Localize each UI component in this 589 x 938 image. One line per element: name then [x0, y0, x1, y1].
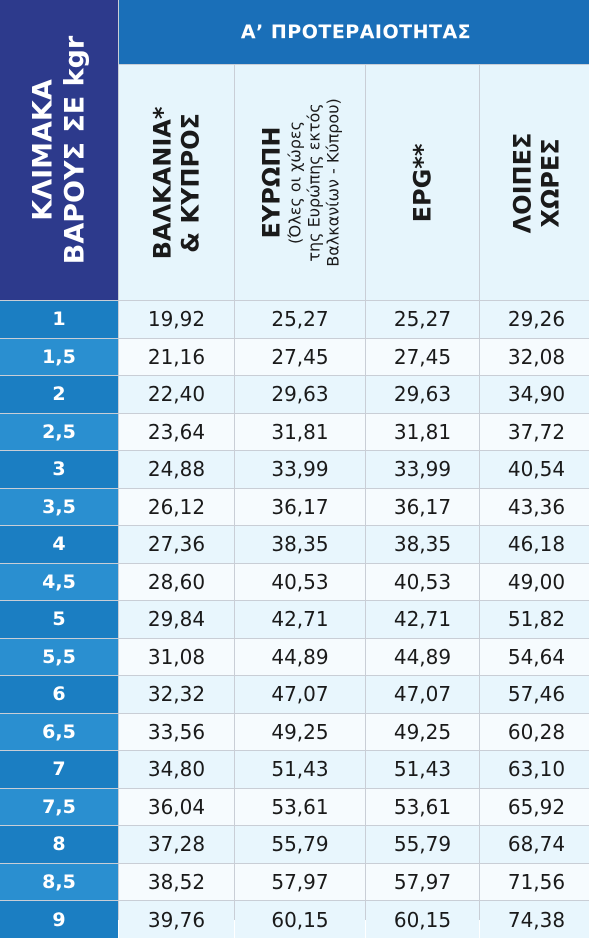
rate-cell-other: 60,28 — [480, 713, 589, 751]
rate-cell-balkans: 38,52 — [119, 863, 234, 901]
rate-cell-balkans: 37,28 — [119, 826, 234, 863]
rate-cell-epg: 44,89 — [366, 638, 479, 676]
weight-cell: 2,5 — [0, 413, 118, 451]
column-header-europe-line2: (Όλες οι χώρες — [285, 121, 305, 244]
rate-cell-epg: 55,79 — [366, 826, 479, 863]
rate-cell-other: 54,64 — [480, 638, 589, 676]
rate-cell-other: 65,92 — [480, 788, 589, 826]
rate-cell-epg: 42,71 — [366, 601, 479, 638]
rate-cell-europe: 29,63 — [235, 376, 365, 413]
rate-cell-other: 43,36 — [480, 488, 589, 526]
rate-cell-europe: 57,97 — [235, 863, 365, 901]
column-header-balkans: ΒΑΛΚΑΝΙΑ* & ΚΥΠΡΟΣ — [119, 65, 234, 300]
rate-cell-epg: 27,45 — [366, 338, 479, 376]
rate-cell-balkans: 33,56 — [119, 713, 234, 751]
rate-cell-epg: 47,07 — [366, 676, 479, 713]
column-header-europe-line3: της Ευρώπης εκτός — [304, 103, 324, 262]
rate-cell-other: 29,26 — [480, 301, 589, 338]
weight-scale-line2: ΒΑΡΟΥΣ ΣΕ kgr — [59, 35, 90, 265]
weight-cell: 1,5 — [0, 338, 118, 376]
rate-cell-epg: 25,27 — [366, 301, 479, 338]
rate-cell-other: 34,90 — [480, 376, 589, 413]
rate-cell-epg: 51,43 — [366, 751, 479, 788]
rate-cell-epg: 40,53 — [366, 563, 479, 601]
rate-cell-europe: 38,35 — [235, 526, 365, 563]
weight-cell: 3 — [0, 451, 118, 488]
weight-cell: 1 — [0, 301, 118, 338]
rate-cell-epg: 57,97 — [366, 863, 479, 901]
rate-cell-epg: 31,81 — [366, 413, 479, 451]
rate-cell-balkans: 32,32 — [119, 676, 234, 713]
column-header-epg-line1: EPG** — [408, 143, 437, 222]
column-header-other-line2: ΧΩΡΕΣ — [536, 137, 565, 228]
weight-cell: 7 — [0, 751, 118, 788]
rate-cell-europe: 40,53 — [235, 563, 365, 601]
rate-cell-epg: 36,17 — [366, 488, 479, 526]
rate-cell-europe: 31,81 — [235, 413, 365, 451]
column-header-balkans-line1: ΒΑΛΚΑΝΙΑ* — [148, 106, 177, 259]
rate-cell-europe: 53,61 — [235, 788, 365, 826]
rate-cell-balkans: 36,04 — [119, 788, 234, 826]
weight-cell: 4,5 — [0, 563, 118, 601]
rate-cell-other: 40,54 — [480, 451, 589, 488]
column-header-other: ΛΟΙΠΕΣ ΧΩΡΕΣ — [480, 65, 589, 300]
weight-cell: 3,5 — [0, 488, 118, 526]
priority-class-header: Α’ ΠΡΟΤΕΡΑΙΟΤΗΤΑΣ — [119, 0, 589, 64]
rate-cell-other: 71,56 — [480, 863, 589, 901]
rate-cell-epg: 33,99 — [366, 451, 479, 488]
column-header-epg: EPG** — [366, 65, 479, 300]
weight-cell: 4 — [0, 526, 118, 563]
rate-cell-europe: 55,79 — [235, 826, 365, 863]
column-header-europe: ΕΥΡΩΠΗ (Όλες οι χώρες της Ευρώπης εκτός … — [235, 65, 365, 300]
rate-cell-other: 37,72 — [480, 413, 589, 451]
rate-cell-other: 57,46 — [480, 676, 589, 713]
weight-scale-header-text: ΚΛΙΜΑΚΑ ΒΑΡΟΥΣ ΣΕ kgr — [27, 36, 91, 265]
rate-cell-europe: 27,45 — [235, 338, 365, 376]
column-header-europe-line4: Βαλκανίων - Κύπρου) — [323, 98, 343, 267]
rate-cell-other: 49,00 — [480, 563, 589, 601]
rate-cell-balkans: 23,64 — [119, 413, 234, 451]
rate-cell-europe: 42,71 — [235, 601, 365, 638]
weight-cell: 5,5 — [0, 638, 118, 676]
weight-scale-line1: ΚΛΙΜΑΚΑ — [27, 79, 58, 221]
rate-cell-other: 51,82 — [480, 601, 589, 638]
rate-cell-other: 63,10 — [480, 751, 589, 788]
rate-cell-europe: 33,99 — [235, 451, 365, 488]
rate-cell-europe: 44,89 — [235, 638, 365, 676]
weight-scale-header: ΚΛΙΜΑΚΑ ΒΑΡΟΥΣ ΣΕ kgr — [0, 0, 118, 300]
rate-cell-balkans: 31,08 — [119, 638, 234, 676]
rate-cell-europe: 49,25 — [235, 713, 365, 751]
weight-cell: 5 — [0, 601, 118, 638]
rate-cell-balkans: 28,60 — [119, 563, 234, 601]
rate-cell-balkans: 24,88 — [119, 451, 234, 488]
rate-cell-other: 46,18 — [480, 526, 589, 563]
rate-cell-epg: 38,35 — [366, 526, 479, 563]
rate-cell-balkans: 21,16 — [119, 338, 234, 376]
rate-cell-epg: 29,63 — [366, 376, 479, 413]
rate-cell-balkans: 27,36 — [119, 526, 234, 563]
weight-cell: 8,5 — [0, 863, 118, 901]
weight-cell: 6 — [0, 676, 118, 713]
rate-cell-epg: 53,61 — [366, 788, 479, 826]
rate-cell-other: 68,74 — [480, 826, 589, 863]
rate-cell-europe: 25,27 — [235, 301, 365, 338]
column-header-europe-line1: ΕΥΡΩΠΗ — [257, 126, 286, 239]
weight-cell: 6,5 — [0, 713, 118, 751]
rate-cell-balkans: 34,80 — [119, 751, 234, 788]
weight-cell: 7,5 — [0, 788, 118, 826]
rate-cell-europe: 36,17 — [235, 488, 365, 526]
rate-cell-balkans: 22,40 — [119, 376, 234, 413]
rate-cell-other: 32,08 — [480, 338, 589, 376]
rate-cell-europe: 51,43 — [235, 751, 365, 788]
weight-cell: 8 — [0, 826, 118, 863]
rate-cell-balkans: 29,84 — [119, 601, 234, 638]
rate-cell-europe: 47,07 — [235, 676, 365, 713]
column-header-balkans-line2: & ΚΥΠΡΟΣ — [176, 112, 205, 253]
rate-cell-balkans: 26,12 — [119, 488, 234, 526]
rate-cell-balkans: 19,92 — [119, 301, 234, 338]
column-header-other-line1: ΛΟΙΠΕΣ — [508, 132, 537, 233]
weight-cell: 2 — [0, 376, 118, 413]
rate-cell-epg: 49,25 — [366, 713, 479, 751]
